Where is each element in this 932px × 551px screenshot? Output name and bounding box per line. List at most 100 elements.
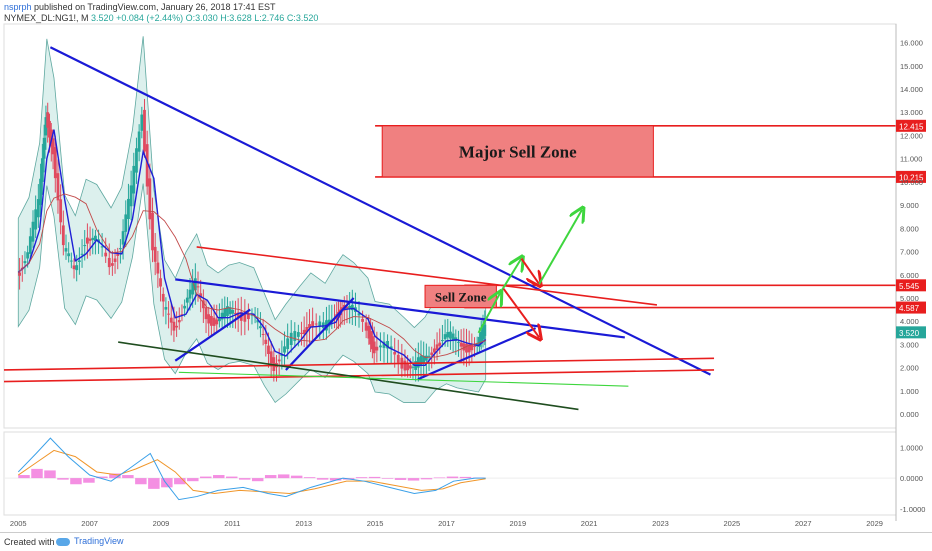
major-sell-zone-label: Major Sell Zone <box>459 142 577 161</box>
candle-body <box>411 366 415 368</box>
x-tick-label: 2025 <box>724 519 741 528</box>
candle-body <box>153 246 157 262</box>
candle-body <box>231 309 235 314</box>
x-tick-label: 2013 <box>295 519 312 528</box>
projection-arrow-green <box>499 259 521 294</box>
macd-histogram-bar <box>394 478 407 480</box>
candle-body <box>478 336 481 347</box>
macd-histogram-bar <box>31 468 43 479</box>
macd-histogram-bar <box>459 476 472 479</box>
candle-body <box>375 346 379 351</box>
candle-body <box>226 306 229 316</box>
macd-histogram-bar <box>238 478 251 480</box>
candle-body <box>403 360 407 371</box>
axes: 12.415 10.215 5.545 4.587 3.520 16.000 15.000 1… <box>10 24 926 528</box>
candle-body <box>34 209 38 230</box>
candle-body <box>135 148 138 173</box>
candle-body <box>293 331 297 341</box>
candle-body <box>361 318 364 322</box>
price-level-label: 5.545 <box>899 282 920 291</box>
candle-body <box>180 314 184 316</box>
symbol-label[interactable]: NYMEX_DL:NG1!, M <box>4 13 89 23</box>
candle-body <box>51 138 55 155</box>
y-tick-label: 0.000 <box>900 410 919 419</box>
y-tick-label: 13.000 <box>900 108 923 117</box>
candle-body <box>459 342 463 347</box>
price-level-label-bg <box>896 119 926 132</box>
candle-body <box>201 300 205 309</box>
y-tick-label: 12.000 <box>900 131 923 140</box>
candle-body <box>302 329 306 335</box>
y-tick-label: 14.000 <box>900 85 923 94</box>
candle-body <box>113 258 117 262</box>
candle-body <box>46 112 50 128</box>
macd-histogram-bar <box>187 478 199 482</box>
projection-arrow-red <box>520 257 539 285</box>
y-tick-label: 6.000 <box>900 271 919 280</box>
macd-histogram-bar <box>316 478 329 480</box>
price-level-label: 12.415 <box>899 122 924 131</box>
candle-body <box>424 355 428 361</box>
candle-body <box>151 212 154 251</box>
ohlc-legend: NYMEX_DL:NG1!, M 3.520 +0.084 (+2.44%) O… <box>4 13 318 23</box>
macd-histogram-bar <box>446 476 459 479</box>
macd-histogram-bar <box>420 478 433 480</box>
y-tick-label: 11.000 <box>900 155 922 164</box>
candle-body <box>481 327 485 340</box>
y-tick-label: 4.000 <box>900 317 919 326</box>
high-value: H:3.628 <box>220 13 252 23</box>
candle-body <box>121 231 125 245</box>
y-tick-label: 15.000 <box>900 62 923 71</box>
candle-body <box>286 338 290 350</box>
published-text: published on TradingView.com, January 26… <box>34 2 276 12</box>
candle-body <box>83 245 87 247</box>
trendline-blue <box>417 327 537 381</box>
price-change: +0.084 (+2.44%) <box>116 13 184 23</box>
macd-histogram-bar <box>290 475 303 479</box>
macd-histogram-bar <box>251 478 264 482</box>
macd-pane-frame <box>3 431 897 516</box>
candle-body <box>53 147 57 179</box>
candle-body <box>321 322 325 329</box>
candle-body <box>345 306 349 309</box>
last-price: 3.520 <box>91 13 114 23</box>
price-pane: Major Sell Zone Sell Zone <box>3 23 897 429</box>
x-tick-label: 2021 <box>581 519 598 528</box>
candle-body <box>382 341 386 348</box>
tradingview-logo[interactable]: TradingView <box>54 535 124 549</box>
trendline-blue <box>49 46 711 376</box>
candle-body <box>408 365 412 369</box>
macd-histogram-bar <box>213 475 225 479</box>
candle-body <box>247 314 250 320</box>
candle-body <box>367 325 371 339</box>
macd-histogram-bar <box>83 478 95 483</box>
candle-body <box>348 305 352 309</box>
macd-histogram-bar <box>433 477 446 479</box>
macd-histogram-bar <box>368 476 381 479</box>
candle-body <box>386 340 389 349</box>
candle-body <box>193 278 197 291</box>
candle-body <box>26 252 30 259</box>
candle-body <box>419 355 423 366</box>
candle-body <box>357 313 361 316</box>
y-tick-label: 7.000 <box>900 248 919 257</box>
candle-body <box>264 339 268 344</box>
macd-histogram-bar <box>70 478 82 485</box>
candle-body <box>175 325 179 328</box>
candle-body <box>462 343 466 351</box>
y-tick-label: 3.000 <box>900 340 919 349</box>
candle-body <box>311 321 315 327</box>
author-link[interactable]: nsprph <box>4 2 32 12</box>
trendline-red <box>3 357 715 371</box>
candle-body <box>94 235 97 242</box>
candle-body <box>223 308 227 318</box>
x-tick-label: 2019 <box>509 519 526 528</box>
projection-arrow-red <box>502 288 540 338</box>
candle-body <box>69 260 73 262</box>
macd-histogram-bar <box>57 478 69 480</box>
candle-body <box>350 304 354 311</box>
candle-body <box>127 198 130 220</box>
candle-body <box>479 331 483 344</box>
bollinger-band <box>17 36 487 404</box>
